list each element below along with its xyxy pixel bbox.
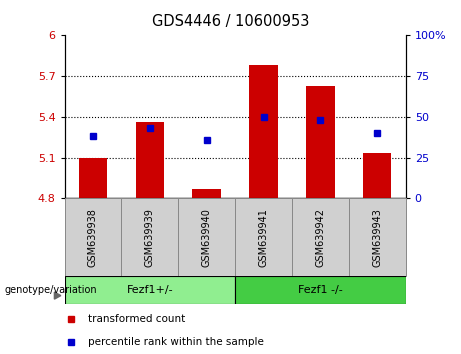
FancyBboxPatch shape [178,198,235,276]
Text: GSM639938: GSM639938 [88,208,98,267]
Text: Fezf1 -/-: Fezf1 -/- [298,285,343,295]
Text: GSM639943: GSM639943 [372,208,382,267]
Text: GSM639941: GSM639941 [259,208,269,267]
Text: GSM639939: GSM639939 [145,208,155,267]
Text: transformed count: transformed count [89,314,186,324]
FancyBboxPatch shape [235,276,406,304]
Text: percentile rank within the sample: percentile rank within the sample [89,337,264,347]
FancyBboxPatch shape [121,198,178,276]
FancyBboxPatch shape [65,276,235,304]
Bar [136,122,164,198]
FancyBboxPatch shape [292,198,349,276]
Polygon shape [54,292,61,299]
Bar [306,86,335,198]
Bar [79,158,107,198]
Text: GSM639942: GSM639942 [315,208,325,267]
Text: GDS4446 / 10600953: GDS4446 / 10600953 [152,14,309,29]
Text: GSM639940: GSM639940 [201,208,212,267]
Bar [193,189,221,198]
Bar [249,65,278,198]
FancyBboxPatch shape [349,198,406,276]
FancyBboxPatch shape [235,198,292,276]
Text: genotype/variation: genotype/variation [5,285,97,295]
Bar [363,154,391,198]
FancyBboxPatch shape [65,198,121,276]
Text: Fezf1+/-: Fezf1+/- [126,285,173,295]
